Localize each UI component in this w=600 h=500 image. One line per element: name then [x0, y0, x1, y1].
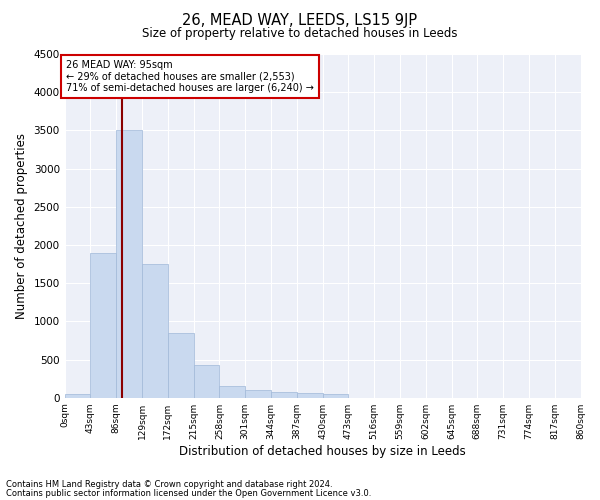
Text: Size of property relative to detached houses in Leeds: Size of property relative to detached ho… [142, 28, 458, 40]
Bar [323, 394, 349, 398]
Bar [271, 392, 297, 398]
Bar [168, 333, 194, 398]
Text: 26, MEAD WAY, LEEDS, LS15 9JP: 26, MEAD WAY, LEEDS, LS15 9JP [182, 12, 418, 28]
Bar [116, 130, 142, 398]
Text: 26 MEAD WAY: 95sqm
← 29% of detached houses are smaller (2,553)
71% of semi-deta: 26 MEAD WAY: 95sqm ← 29% of detached hou… [66, 60, 314, 94]
Text: Contains HM Land Registry data © Crown copyright and database right 2024.: Contains HM Land Registry data © Crown c… [6, 480, 332, 489]
Bar [220, 386, 245, 398]
Bar [194, 365, 220, 398]
Y-axis label: Number of detached properties: Number of detached properties [15, 133, 28, 319]
Bar [245, 390, 271, 398]
Bar [297, 393, 323, 398]
Text: Contains public sector information licensed under the Open Government Licence v3: Contains public sector information licen… [6, 488, 371, 498]
Bar [91, 252, 116, 398]
Bar [142, 264, 168, 398]
Bar [65, 394, 91, 398]
X-axis label: Distribution of detached houses by size in Leeds: Distribution of detached houses by size … [179, 444, 466, 458]
